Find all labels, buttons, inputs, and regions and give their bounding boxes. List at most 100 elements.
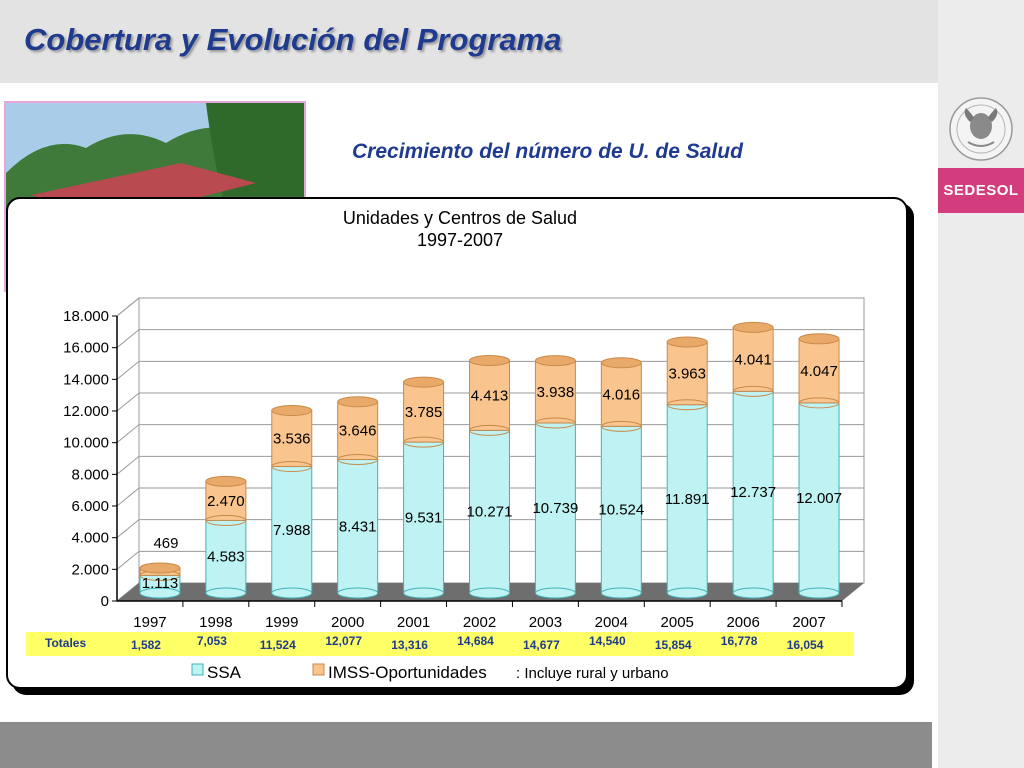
y-tick-label: 8.000 <box>71 466 109 483</box>
bar-ssa-base-2003 <box>534 587 576 599</box>
label-ssa-2005: 11.891 <box>665 491 710 508</box>
bar-imss-top-2007 <box>798 333 840 345</box>
x-tick-label-1999: 1999 <box>265 614 298 631</box>
bar-imss-2004 <box>600 362 642 427</box>
bar-ssa-1999 <box>271 466 313 594</box>
totals-label: Totales <box>45 636 86 650</box>
bar-imss-joint-2003 <box>534 417 576 429</box>
bar-imss-2001 <box>403 381 445 443</box>
bar-ssa-base-2007 <box>798 587 840 599</box>
x-tick-label-2005: 2005 <box>661 614 694 631</box>
bar-ssa-base-2000 <box>337 587 379 599</box>
bar-imss-top-1999 <box>271 405 313 417</box>
total-value-2000: 12,077 <box>325 634 362 648</box>
bar-imss-2007 <box>798 338 840 404</box>
brand-logo: SEDESOL <box>938 168 1024 213</box>
mexican-eagle-seal-icon <box>949 97 1013 161</box>
bar-imss-joint-2004 <box>600 420 642 432</box>
bar-imss-joint-2005 <box>666 399 708 411</box>
x-tick-label-2003: 2003 <box>529 614 562 631</box>
y-tick-label: 16.000 <box>63 340 109 357</box>
bar-imss-1998 <box>205 480 247 521</box>
label-ssa-1998: 4.583 <box>207 549 245 566</box>
bar-imss-1999 <box>271 410 313 468</box>
chart-title-block: Unidades y Centros de Salud 1997-2007 <box>300 207 620 251</box>
x-tick-label-2004: 2004 <box>595 614 628 631</box>
label-imss-2001: 3.785 <box>405 404 443 421</box>
slide-subtitle: Crecimiento del número de U. de Salud <box>352 140 743 163</box>
label-imss-2006: 4.041 <box>734 351 772 368</box>
total-value-1998: 7,053 <box>197 634 227 648</box>
bar-imss-joint-1999 <box>271 461 313 473</box>
gridline-diagonal <box>116 455 140 475</box>
bar-imss-joint-2000 <box>337 454 379 466</box>
legend-label-imss: IMSS-Oportunidades <box>328 663 487 682</box>
total-value-2007: 16,054 <box>787 638 824 652</box>
label-ssa-2007: 12.007 <box>796 490 842 507</box>
bar-imss-top-1997 <box>139 562 181 574</box>
bar-imss-joint-1998 <box>205 514 247 526</box>
bar-ssa-base-1998 <box>205 587 247 599</box>
bar-imss-top-2001 <box>403 376 445 388</box>
legend-label-ssa: SSA <box>207 663 242 682</box>
bar-imss-joint-2001 <box>403 436 445 448</box>
x-tick-label-2000: 2000 <box>331 614 364 631</box>
label-ssa-2003: 10.739 <box>532 500 578 517</box>
bar-imss-top-2004 <box>600 357 642 369</box>
total-value-2001: 13,316 <box>391 638 428 652</box>
label-imss-2005: 3.963 <box>668 365 706 382</box>
bar-imss-joint-2007 <box>798 397 840 409</box>
gridline-diagonal <box>116 424 140 444</box>
legend-note: : Incluye rural y urbano <box>516 665 669 682</box>
total-value-2002: 14,684 <box>457 634 494 648</box>
bar-ssa-2000 <box>337 459 379 594</box>
bar-imss-top-1998 <box>205 475 247 487</box>
total-value-2005: 15,854 <box>655 638 692 652</box>
total-value-1997: 1,582 <box>131 638 161 652</box>
gridline-diagonal <box>116 297 140 317</box>
label-imss-1998: 2.470 <box>207 493 245 510</box>
bar-imss-top-2006 <box>732 321 774 333</box>
label-imss-1999: 3.536 <box>273 431 311 448</box>
chart-title: Unidades y Centros de Salud <box>342 208 578 228</box>
gridline-diagonal <box>116 392 140 412</box>
x-tick-label-2002: 2002 <box>463 614 496 631</box>
bar-imss-2006 <box>732 326 774 392</box>
header-band <box>0 0 938 83</box>
totals-row <box>26 632 854 656</box>
gridline-diagonal <box>116 550 140 570</box>
bar-imss-top-2005 <box>666 336 708 348</box>
label-ssa-2001: 9.531 <box>405 510 443 527</box>
label-imss-1997: 469 <box>153 535 178 552</box>
bar-imss-2000 <box>337 401 379 461</box>
gridline-diagonal <box>116 329 140 349</box>
y-tick-label: 14.000 <box>63 371 109 388</box>
bar-imss-joint-2002 <box>469 424 510 436</box>
chart-subtitle: 1997-2007 <box>416 230 504 250</box>
total-value-2003: 14,677 <box>523 638 560 652</box>
bar-ssa-base-2004 <box>600 587 642 599</box>
label-imss-2007: 4.047 <box>800 363 838 380</box>
label-imss-2003: 3.938 <box>537 384 575 401</box>
y-tick-label: 10.000 <box>63 435 109 452</box>
bar-ssa-2004 <box>600 425 642 594</box>
bar-ssa-2005 <box>666 404 708 594</box>
y-tick-label: 6.000 <box>71 498 109 515</box>
bar-ssa-2006 <box>732 390 774 594</box>
bar-ssa-base-2002 <box>469 587 510 599</box>
label-ssa-1997: 1.113 <box>142 575 178 592</box>
label-imss-2004: 4.016 <box>603 387 641 404</box>
bar-ssa-base-2005 <box>666 587 708 599</box>
bar-ssa-base-2001 <box>403 587 445 599</box>
legend-swatch-imss <box>312 663 325 676</box>
bar-ssa-base-2006 <box>732 587 774 599</box>
footer-band <box>0 722 932 768</box>
x-tick-label-1998: 1998 <box>199 614 232 631</box>
bar-imss-top-2002 <box>469 355 510 367</box>
y-tick-label: 12.000 <box>63 403 109 420</box>
gridline-diagonal <box>116 487 140 507</box>
bar-ssa-2007 <box>798 402 840 594</box>
label-ssa-2006: 12.737 <box>730 484 776 501</box>
total-value-2004: 14,540 <box>589 634 626 648</box>
